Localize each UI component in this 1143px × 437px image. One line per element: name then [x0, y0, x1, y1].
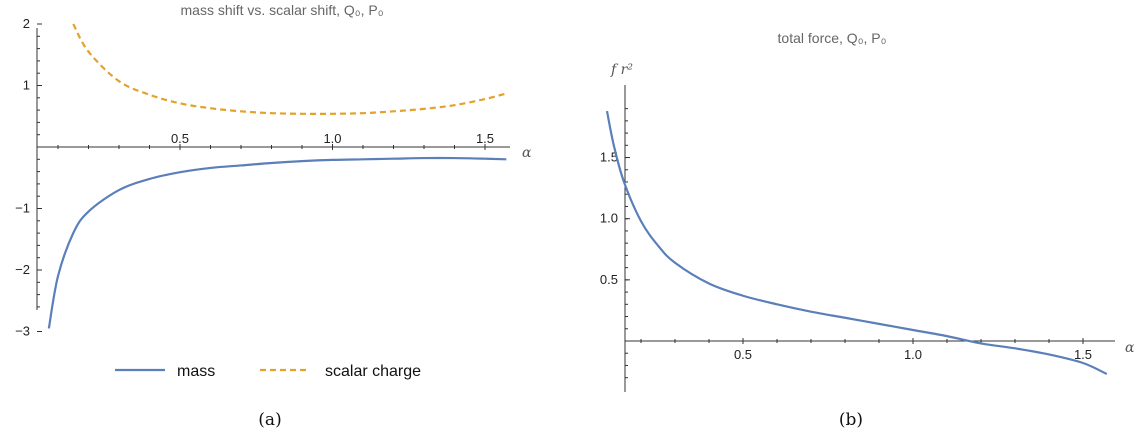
panel-a: mass shift vs. scalar shift, Q₀, P₀ 0.5 1…: [15, 2, 532, 430]
chart-title-b: total force, Q₀, P₀: [778, 30, 887, 46]
x-tick-label: 1.0: [323, 131, 341, 146]
ticks-a: 0.5 1.0 1.5 2 1 −1 −2 −3: [15, 16, 494, 339]
series-a: [47, 23, 507, 329]
legend-label-mass: mass: [177, 363, 215, 380]
y-tick-label: 2: [23, 16, 30, 31]
y-tick-label: −3: [15, 324, 30, 339]
chart-title-a: mass shift vs. scalar shift, Q₀, P₀: [181, 2, 384, 18]
y-tick-label: −1: [15, 201, 30, 216]
x-tick-label: 0.5: [171, 131, 189, 146]
x-axis-label-a: α: [522, 145, 532, 161]
y-axis-label-b: f r²: [610, 62, 633, 78]
series-line-scalar-charge: [72, 23, 507, 115]
y-tick-label: 1.0: [600, 211, 618, 226]
series-line-mass: [47, 156, 507, 329]
y-tick-label: 1.5: [600, 150, 618, 165]
y-tick-label: 1: [23, 78, 30, 93]
series-b: [605, 110, 1108, 376]
x-tick-label: 1.5: [476, 131, 494, 146]
x-tick-label: 1.0: [904, 347, 922, 362]
y-tick-label: −2: [15, 262, 30, 277]
legend-a: mass scalar charge: [115, 363, 421, 380]
x-axis-label-b: α: [1125, 340, 1135, 356]
series-line-force: [605, 110, 1108, 376]
legend-label-scalar-charge: scalar charge: [325, 363, 421, 380]
y-tick-label: 0.5: [600, 272, 618, 287]
caption-a: (a): [258, 410, 281, 430]
panel-b: total force, Q₀, P₀ f r² 0.5 1.0 1.5 0.5 1.0…: [600, 30, 1135, 430]
x-tick-label: 0.5: [734, 347, 752, 362]
ticks-b: 0.5 1.0 1.5 0.5 1.0 1.5: [600, 108, 1092, 379]
x-tick-label: 1.5: [1074, 347, 1092, 362]
caption-b: (b): [839, 410, 863, 430]
